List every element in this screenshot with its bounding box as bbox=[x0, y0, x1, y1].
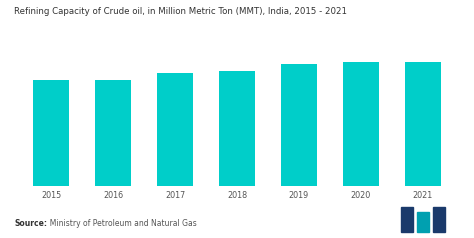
Bar bbox=[33, 80, 69, 186]
Text: Refining Capacity of Crude oil, in Million Metric Ton (MMT), India, 2015 - 2021: Refining Capacity of Crude oil, in Milli… bbox=[14, 7, 347, 16]
Bar bbox=[95, 80, 131, 186]
Bar bbox=[343, 62, 379, 186]
Bar bbox=[417, 212, 428, 232]
Bar bbox=[281, 64, 317, 186]
Bar bbox=[433, 207, 445, 232]
Text: Source:: Source: bbox=[14, 219, 47, 228]
Bar bbox=[401, 207, 413, 232]
Text: Ministry of Petroleum and Natural Gas: Ministry of Petroleum and Natural Gas bbox=[45, 219, 197, 228]
Bar bbox=[157, 73, 193, 186]
Bar bbox=[405, 62, 441, 186]
Bar bbox=[219, 71, 255, 186]
